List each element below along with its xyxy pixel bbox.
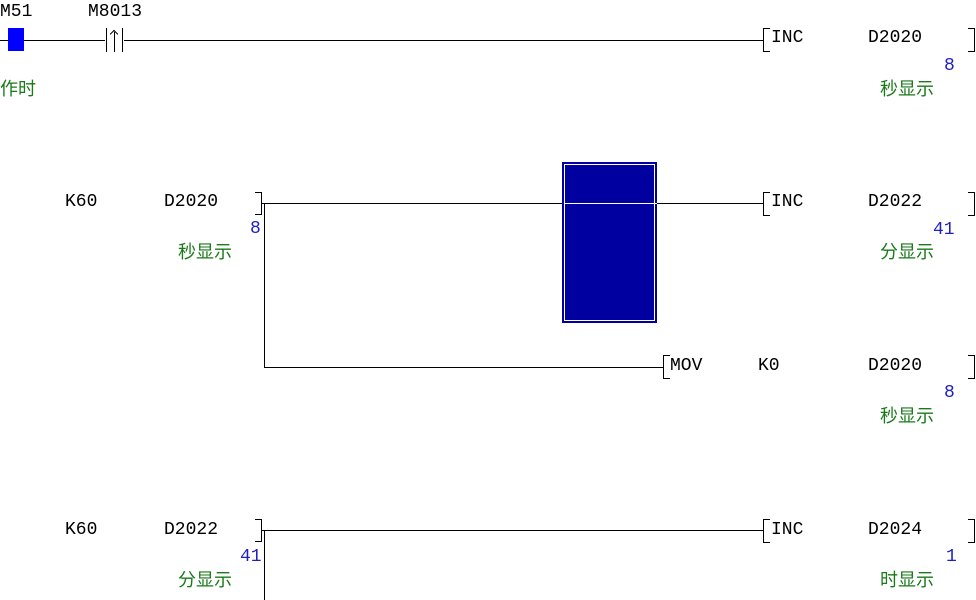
contact-m51-on-icon[interactable] <box>8 28 24 51</box>
operand-comment: 秒显示 <box>880 79 934 100</box>
rung2-wire <box>262 203 763 204</box>
instr-left-bracket <box>763 519 770 543</box>
compare-comment: 分显示 <box>178 570 232 591</box>
mov-right-bracket <box>968 355 975 379</box>
mov-dest-comment: 秒显示 <box>880 406 934 427</box>
compare-device[interactable]: D2022 <box>164 520 219 540</box>
instr-right-bracket <box>968 192 975 216</box>
branch-wire <box>264 530 265 600</box>
instr-inc[interactable]: INC <box>771 28 804 48</box>
rung3-wire <box>262 530 763 531</box>
rung1-wire <box>0 40 763 41</box>
compare-right-bracket <box>255 192 262 215</box>
compare-right-bracket <box>255 519 262 542</box>
instr-mov[interactable]: MOV <box>670 356 703 376</box>
operand-value: 8 <box>944 56 955 76</box>
operand-comment: 时显示 <box>880 570 934 591</box>
operand-comment: 分显示 <box>880 242 934 263</box>
instr-right-bracket <box>968 519 975 543</box>
mov-dest-value: 8 <box>944 383 955 403</box>
mov-left-bracket <box>663 355 670 379</box>
compare-constant[interactable]: K60 <box>65 520 98 540</box>
editor-cursor[interactable] <box>562 162 657 323</box>
operand-d2020[interactable]: D2020 <box>868 28 923 48</box>
operand-value: 41 <box>933 220 955 240</box>
compare-constant[interactable]: K60 <box>65 192 98 212</box>
contact-m51-comment: 作时 <box>0 79 36 100</box>
operand-d2022[interactable]: D2022 <box>868 192 923 212</box>
compare-value: 41 <box>240 547 262 567</box>
cursor-wire-highlight <box>564 203 657 204</box>
instr-left-bracket <box>763 28 770 52</box>
mov-source[interactable]: K0 <box>758 356 780 376</box>
contact-m8013-label: M8013 <box>88 2 143 22</box>
branch-horizontal-wire <box>264 367 663 368</box>
contact-m51-label: M51 <box>0 2 33 22</box>
instr-right-bracket <box>968 28 975 52</box>
instr-inc[interactable]: INC <box>771 192 804 212</box>
rising-edge-contact-icon[interactable] <box>105 28 124 52</box>
instr-inc[interactable]: INC <box>771 520 804 540</box>
operand-value: 1 <box>946 547 957 567</box>
compare-device[interactable]: D2020 <box>164 192 219 212</box>
compare-value: 8 <box>250 219 261 239</box>
operand-d2024[interactable]: D2024 <box>868 520 923 540</box>
branch-wire <box>264 203 265 368</box>
mov-destination[interactable]: D2020 <box>868 356 923 376</box>
compare-comment: 秒显示 <box>178 242 232 263</box>
instr-left-bracket <box>763 192 770 216</box>
